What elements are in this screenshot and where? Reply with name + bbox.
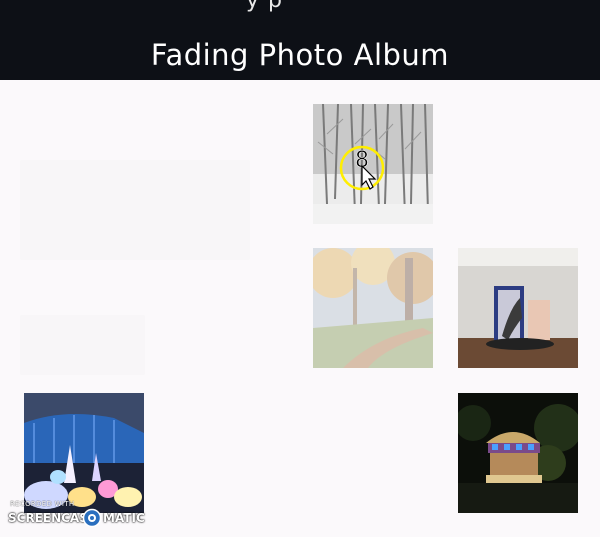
night-carousel-photo [458, 393, 578, 513]
photo-glowing-conservatory[interactable] [24, 393, 144, 513]
screencast-logo-icon [82, 508, 102, 528]
watermark-screencast: SCREENCAST [8, 511, 97, 525]
watermark-matic: MATIC [103, 511, 145, 525]
pointer-cursor-icon: 8 [339, 145, 385, 191]
snowy-trees-photo [313, 104, 433, 224]
watermark-recorded-with: RECORDED WITH [10, 500, 75, 508]
art-gallery-photo [458, 248, 578, 368]
faded-photo-ghost [20, 160, 250, 260]
screencast-watermark: RECORDED WITH SCREENCAST MATIC [8, 500, 148, 530]
app-header: y p Fading Photo Album [0, 0, 600, 80]
photo-winter-forest[interactable] [313, 104, 433, 224]
autumn-trees-photo [313, 248, 433, 368]
page-title: Fading Photo Album [150, 38, 450, 72]
svg-text:8: 8 [355, 148, 369, 173]
photo-autumn-path[interactable] [313, 248, 433, 368]
photo-gallery-installation[interactable] [458, 248, 578, 368]
photo-carousel-night[interactable] [458, 393, 578, 513]
faded-photo-ghost [20, 315, 145, 375]
header-cropped-text: y p [246, 0, 283, 13]
light-festival-photo [24, 393, 144, 513]
